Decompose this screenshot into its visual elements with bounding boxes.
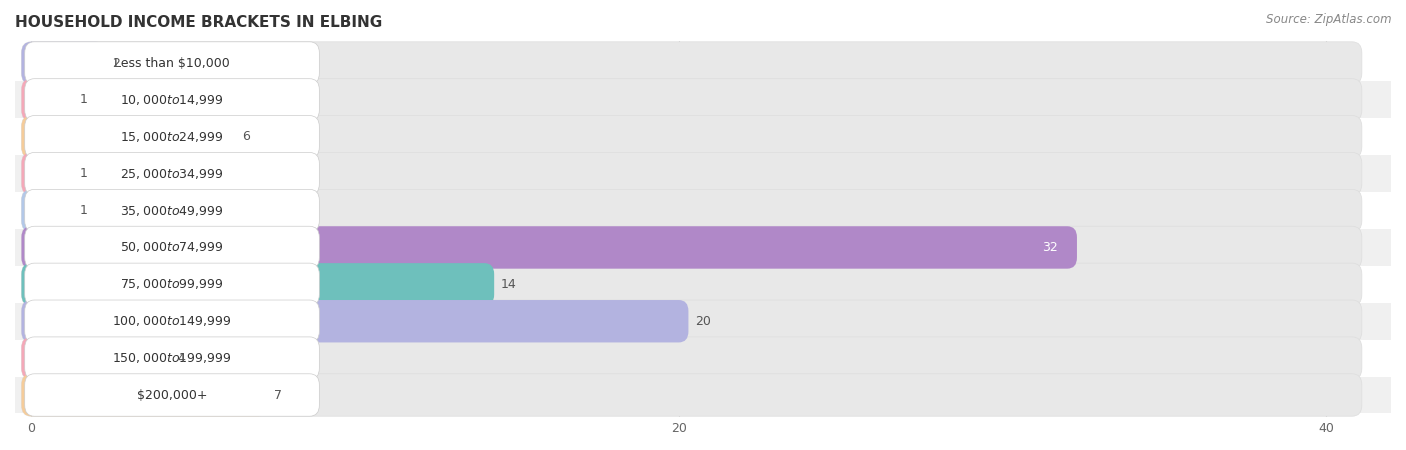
FancyBboxPatch shape [21,226,1362,269]
FancyBboxPatch shape [21,226,1077,269]
FancyBboxPatch shape [25,189,319,232]
Bar [15,229,1391,266]
Bar [15,118,1391,155]
Bar [15,192,1391,229]
Text: $35,000 to $49,999: $35,000 to $49,999 [121,203,224,217]
Text: 7: 7 [274,388,283,401]
Text: $25,000 to $34,999: $25,000 to $34,999 [121,166,224,181]
Bar [15,377,1391,414]
Text: 1: 1 [80,204,87,217]
FancyBboxPatch shape [25,116,319,158]
FancyBboxPatch shape [21,189,73,232]
Text: 1: 1 [80,167,87,180]
Bar [15,155,1391,192]
Text: $15,000 to $24,999: $15,000 to $24,999 [121,130,224,144]
FancyBboxPatch shape [21,337,1362,379]
Text: HOUSEHOLD INCOME BRACKETS IN ELBING: HOUSEHOLD INCOME BRACKETS IN ELBING [15,15,382,30]
FancyBboxPatch shape [21,42,1362,84]
Bar [15,340,1391,377]
FancyBboxPatch shape [25,153,319,195]
FancyBboxPatch shape [21,79,73,121]
Bar [15,266,1391,303]
FancyBboxPatch shape [25,79,319,121]
FancyBboxPatch shape [21,153,1362,195]
Text: Less than $10,000: Less than $10,000 [114,57,231,69]
FancyBboxPatch shape [21,153,73,195]
FancyBboxPatch shape [21,374,1362,416]
FancyBboxPatch shape [21,42,105,84]
Bar [15,45,1391,81]
FancyBboxPatch shape [21,374,267,416]
Bar [15,303,1391,340]
Text: Source: ZipAtlas.com: Source: ZipAtlas.com [1267,14,1392,27]
Text: 14: 14 [501,278,516,291]
FancyBboxPatch shape [25,42,319,84]
FancyBboxPatch shape [25,337,319,379]
FancyBboxPatch shape [21,337,170,379]
FancyBboxPatch shape [21,189,1362,232]
Text: 2: 2 [112,57,120,69]
Text: $200,000+: $200,000+ [136,388,207,401]
Text: 6: 6 [242,130,249,143]
Bar [15,81,1391,118]
Text: $50,000 to $74,999: $50,000 to $74,999 [121,240,224,254]
FancyBboxPatch shape [21,79,1362,121]
FancyBboxPatch shape [25,226,319,269]
FancyBboxPatch shape [21,263,1362,306]
FancyBboxPatch shape [25,263,319,306]
Text: 4: 4 [177,351,184,364]
FancyBboxPatch shape [25,300,319,342]
Text: $75,000 to $99,999: $75,000 to $99,999 [121,277,224,291]
FancyBboxPatch shape [21,263,494,306]
Text: $100,000 to $149,999: $100,000 to $149,999 [112,314,232,328]
Text: $10,000 to $14,999: $10,000 to $14,999 [121,93,224,107]
Text: 32: 32 [1042,241,1057,254]
FancyBboxPatch shape [21,300,1362,342]
Text: 1: 1 [80,94,87,106]
FancyBboxPatch shape [21,116,235,158]
FancyBboxPatch shape [21,116,1362,158]
Text: $150,000 to $199,999: $150,000 to $199,999 [112,351,232,365]
FancyBboxPatch shape [21,300,689,342]
Text: 20: 20 [695,315,711,328]
FancyBboxPatch shape [25,374,319,416]
